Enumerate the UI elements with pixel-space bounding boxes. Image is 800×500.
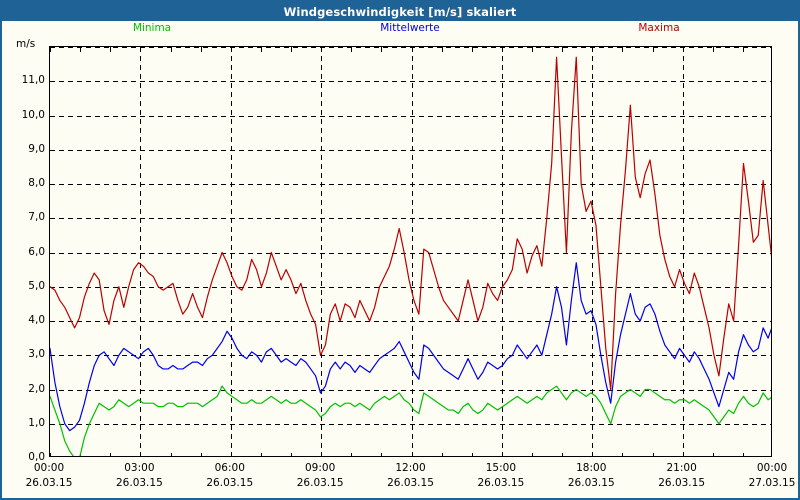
y-axis-tick-label: 5,0 xyxy=(28,279,45,292)
y-axis-tick-label: 4,0 xyxy=(28,314,45,326)
x-axis-tick-label: 03:00 26.03.15 xyxy=(115,462,163,489)
x-axis-tick-label: 06:00 26.03.15 xyxy=(206,462,254,489)
plot-frame xyxy=(49,46,772,457)
y-axis-tick-label: 6,0 xyxy=(28,245,45,258)
x-axis-tick-label: 12:00 26.03.15 xyxy=(387,462,434,489)
page-title: Windgeschwindigkeit [m/s] skaliert xyxy=(283,4,517,19)
chart-canvas xyxy=(50,47,771,456)
y-axis-tick-label: 9,0 xyxy=(28,142,45,155)
y-axis-unit-label: m/s xyxy=(16,38,36,50)
y-axis-tick-label: 2,0 xyxy=(28,382,45,395)
plot-area xyxy=(49,46,772,457)
legend-item-mittelwerte: Mittelwerte xyxy=(380,22,440,34)
x-axis-tick-labels: 00:00 26.03.15 03:00 26.03.15 06:00 26.03.15 0… xyxy=(2,461,798,499)
window-title-bar: Windgeschwindigkeit [m/s] skaliert xyxy=(2,2,798,21)
y-axis-tick-label: 10,0 xyxy=(21,108,45,121)
x-axis-tick-label: 21:00 26.03.15 xyxy=(658,462,706,489)
x-axis-tick-label: 15:00 26.03.15 xyxy=(477,462,525,489)
legend-item-maxima: Maxima xyxy=(638,22,680,34)
chart-legend: Minima Mittelwerte Maxima xyxy=(2,22,798,40)
y-axis-tick-label: 1,0 xyxy=(28,416,45,429)
x-axis-tick-label: 18:00 26.03.15 xyxy=(567,462,615,489)
y-axis-tick-label: 7,0 xyxy=(28,211,45,224)
y-axis-tick-label: 8,0 xyxy=(28,177,45,189)
y-axis-tick-label: 11,0 xyxy=(21,74,45,87)
y-axis-tick-label: 0,0 xyxy=(28,451,45,463)
y-axis-tick-label: 3,0 xyxy=(28,348,45,361)
x-axis-tick-label: 00:00 26.03.15 xyxy=(25,462,73,489)
x-axis-tick-label: 00:00 27.03.15 xyxy=(748,462,796,489)
y-axis-tick-labels: 11,0 10,0 9,0 8,0 7,0 6,0 5,0 4,0 3,0 2,0 1,0 0,0 xyxy=(2,46,45,463)
legend-item-minima: Minima xyxy=(132,22,172,34)
x-axis-tick-label: 09:00 26.03.15 xyxy=(296,462,344,489)
